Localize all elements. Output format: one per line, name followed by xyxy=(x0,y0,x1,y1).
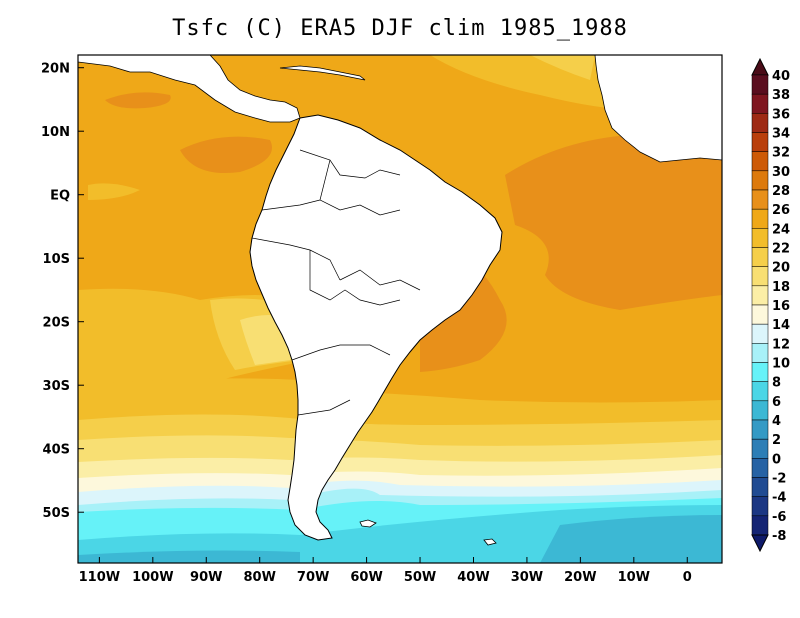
colorbar-level-label: 8 xyxy=(772,376,781,391)
lat-tick-label: 50S xyxy=(43,506,70,521)
colorbar-swatch xyxy=(751,113,769,133)
temperature-field xyxy=(78,55,722,563)
colorbar-level-label: 28 xyxy=(772,184,790,199)
lat-tick-label: 10N xyxy=(41,125,70,140)
lon-tick-label: 0 xyxy=(683,570,692,585)
lon-tick-label: 10W xyxy=(618,570,650,585)
colorbar-swatch xyxy=(751,228,769,248)
colorbar-swatch xyxy=(751,189,769,210)
temp-region xyxy=(530,55,595,80)
colorbar-swatch xyxy=(751,400,769,421)
colorbar-level-label: 0 xyxy=(772,452,781,467)
colorbar-level-label: 26 xyxy=(772,203,790,218)
colorbar-swatch xyxy=(751,170,769,191)
colorbar-swatch xyxy=(751,208,769,229)
colorbar-level-label: -8 xyxy=(772,529,786,544)
lat-tick-label: 20N xyxy=(41,62,70,77)
lon-tick-label: 110W xyxy=(79,570,120,585)
latitude-axis: 20N 10N EQ 10S 20S 30S 40S 50S xyxy=(41,62,84,521)
lon-tick-label: 30W xyxy=(511,570,543,585)
colorbar-level-label: 38 xyxy=(772,88,790,103)
colorbar-level-label: -4 xyxy=(772,491,786,506)
temp-band xyxy=(78,550,300,563)
lon-tick-label: 70W xyxy=(297,570,329,585)
colorbar-level-label: 16 xyxy=(772,299,790,314)
lon-tick-label: 50W xyxy=(404,570,436,585)
colorbar-swatch xyxy=(751,247,769,267)
temp-region xyxy=(180,136,272,174)
colorbar-swatch xyxy=(751,438,769,459)
colorbar: 4038363432302826242220181614121086420-2-… xyxy=(751,57,790,553)
colorbar-level-label: 32 xyxy=(772,146,790,161)
lon-tick-label: 40W xyxy=(457,570,489,585)
colorbar-swatch xyxy=(751,74,769,95)
lon-tick-label: 20W xyxy=(564,570,596,585)
colorbar-level-label: 20 xyxy=(772,261,790,276)
colorbar-level-label: 36 xyxy=(772,107,790,122)
south-america-land xyxy=(249,114,503,541)
colorbar-swatch xyxy=(751,266,769,287)
colorbar-under-triangle xyxy=(751,534,769,553)
colorbar-swatch xyxy=(751,458,769,478)
colorbar-over-triangle xyxy=(751,57,769,76)
colorbar-swatch xyxy=(751,304,769,325)
lat-tick-label: 20S xyxy=(43,316,70,331)
plot-frame xyxy=(77,54,723,564)
africa-land xyxy=(594,55,722,163)
colorbar-swatch xyxy=(751,343,769,363)
colorbar-level-label: 2 xyxy=(772,433,781,448)
colorbar-swatch xyxy=(751,323,769,344)
lon-tick-label: 80W xyxy=(243,570,275,585)
colorbar-swatch xyxy=(751,515,769,536)
colorbar-swatch xyxy=(751,381,769,402)
colorbar-level-label: 18 xyxy=(772,280,790,295)
colorbar-swatch xyxy=(751,362,769,382)
lat-tick-label: 10S xyxy=(43,252,70,267)
colorbar-level-label: -2 xyxy=(772,472,786,487)
lon-tick-label: 90W xyxy=(190,570,222,585)
lat-tick-label: 40S xyxy=(43,443,70,458)
longitude-axis: 110W 100W 90W 80W 70W 60W 50W 40W 30W 20W 10W 0 xyxy=(79,557,692,585)
map-title: Tsfc (C) ERA5 DJF clim 1985_1988 xyxy=(172,16,628,41)
colorbar-swatch xyxy=(751,477,769,497)
falkland-islands xyxy=(359,519,377,528)
colorbar-level-label: 30 xyxy=(772,165,790,180)
colorbar-swatch xyxy=(751,419,769,440)
caribbean-islands xyxy=(279,65,366,81)
colorbar-level-label: 12 xyxy=(772,337,790,352)
colorbar-level-label: 24 xyxy=(772,222,790,237)
colorbar-swatch xyxy=(751,496,769,517)
colorbar-level-label: 4 xyxy=(772,414,781,429)
colorbar-level-label: 14 xyxy=(772,318,790,333)
lon-tick-label: 60W xyxy=(350,570,382,585)
colorbar-level-label: 6 xyxy=(772,395,781,410)
colorbar-swatch xyxy=(751,93,769,114)
colorbar-level-label: 10 xyxy=(772,357,790,372)
colorbar-level-label: 34 xyxy=(772,127,790,142)
central-america-land xyxy=(78,55,301,123)
colorbar-swatch xyxy=(751,132,769,152)
country-borders xyxy=(251,149,421,416)
south-georgia-island xyxy=(483,538,497,546)
colorbar-swatch xyxy=(751,151,769,172)
temp-region xyxy=(505,135,722,310)
colorbar-level-label: -6 xyxy=(772,510,786,525)
lat-tick-label: EQ xyxy=(50,189,70,204)
temp-region xyxy=(105,92,171,109)
lon-tick-label: 100W xyxy=(132,570,173,585)
colorbar-level-label: 22 xyxy=(772,242,790,257)
temp-band xyxy=(540,515,722,563)
colorbar-swatch xyxy=(751,285,769,306)
lat-tick-label: 30S xyxy=(43,379,70,394)
colorbar-level-label: 40 xyxy=(772,69,790,84)
temp-region xyxy=(88,183,140,200)
